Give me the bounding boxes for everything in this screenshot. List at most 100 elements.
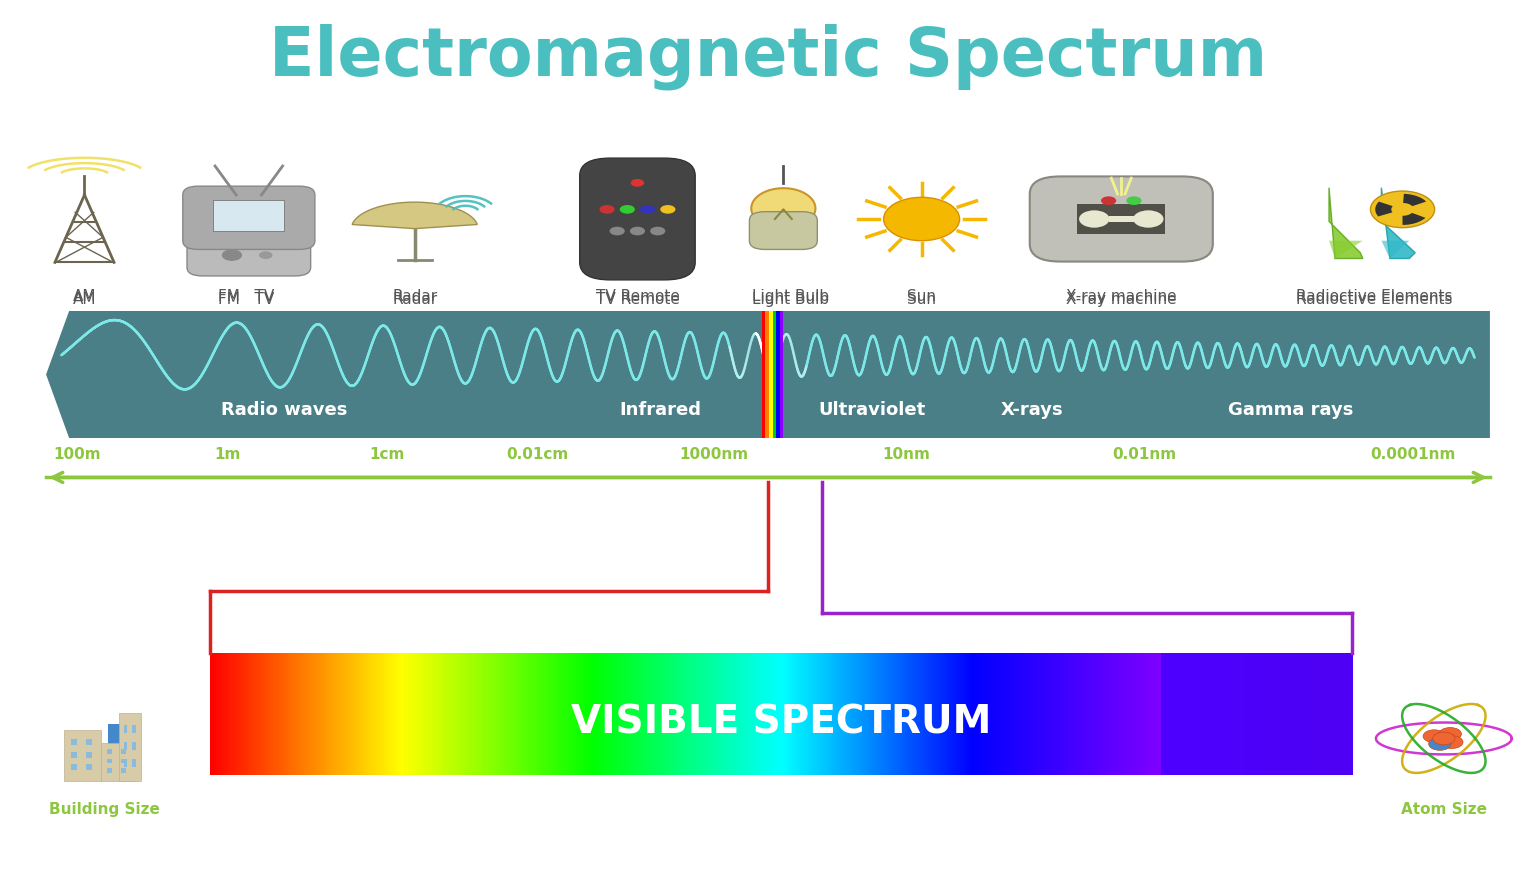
Bar: [808, 653, 811, 775]
Bar: [387, 653, 390, 775]
Bar: [1310, 653, 1313, 775]
Bar: [1112, 653, 1115, 775]
Circle shape: [1439, 728, 1461, 740]
Text: Gamma rays: Gamma rays: [1227, 401, 1353, 419]
Bar: [86, 752, 92, 758]
Bar: [519, 653, 522, 775]
Bar: [346, 653, 349, 775]
Bar: [776, 653, 779, 775]
Bar: [1009, 653, 1012, 775]
Bar: [628, 653, 631, 775]
Bar: [1106, 653, 1109, 775]
Bar: [505, 653, 508, 775]
Bar: [541, 653, 545, 775]
Bar: [1097, 653, 1100, 775]
Text: Infrared: Infrared: [619, 401, 702, 419]
Bar: [301, 653, 304, 775]
Bar: [355, 653, 358, 775]
Bar: [713, 653, 716, 775]
Bar: [419, 653, 422, 775]
Bar: [937, 653, 940, 775]
Bar: [379, 653, 382, 775]
Bar: [1243, 653, 1246, 775]
Bar: [680, 653, 684, 775]
Bar: [1051, 653, 1054, 775]
Bar: [574, 653, 578, 775]
Bar: [650, 653, 653, 775]
Circle shape: [221, 250, 243, 261]
Bar: [1273, 653, 1276, 775]
Bar: [488, 653, 492, 775]
Bar: [974, 653, 977, 775]
Bar: [776, 311, 780, 438]
Bar: [594, 653, 598, 775]
Bar: [86, 765, 92, 770]
Bar: [553, 653, 556, 775]
Bar: [237, 653, 240, 775]
Bar: [1155, 653, 1158, 775]
Polygon shape: [751, 188, 816, 229]
Bar: [1207, 653, 1210, 775]
Bar: [1319, 653, 1322, 775]
Bar: [607, 653, 610, 775]
Bar: [1233, 653, 1236, 775]
Bar: [1163, 653, 1166, 775]
Bar: [120, 713, 141, 781]
Bar: [1250, 653, 1253, 775]
Bar: [332, 653, 335, 775]
Bar: [369, 653, 372, 775]
Circle shape: [610, 227, 625, 236]
Bar: [770, 653, 773, 775]
Bar: [1120, 653, 1123, 775]
Bar: [241, 653, 244, 775]
Bar: [123, 759, 127, 767]
Bar: [1203, 653, 1206, 775]
Bar: [822, 653, 825, 775]
Bar: [412, 653, 415, 775]
Bar: [1035, 653, 1038, 775]
Bar: [356, 653, 359, 775]
Bar: [1170, 653, 1174, 775]
Bar: [1095, 653, 1098, 775]
Bar: [1303, 653, 1306, 775]
Bar: [1087, 653, 1091, 775]
Bar: [601, 653, 604, 775]
Bar: [719, 653, 722, 775]
Bar: [1330, 653, 1333, 775]
Bar: [1183, 653, 1186, 775]
Bar: [723, 653, 727, 775]
Bar: [359, 653, 362, 775]
Bar: [547, 653, 550, 775]
Bar: [123, 742, 127, 750]
Bar: [516, 653, 519, 775]
Bar: [846, 653, 849, 775]
Bar: [508, 653, 511, 775]
Bar: [1192, 653, 1195, 775]
Bar: [931, 653, 934, 775]
Bar: [1335, 653, 1338, 775]
Text: TV Remote: TV Remote: [596, 292, 679, 307]
Bar: [654, 653, 657, 775]
Circle shape: [260, 251, 272, 259]
Bar: [1235, 653, 1238, 775]
Bar: [1289, 653, 1292, 775]
Bar: [912, 653, 915, 775]
Bar: [894, 653, 897, 775]
Bar: [538, 653, 541, 775]
Bar: [982, 653, 985, 775]
Bar: [214, 200, 284, 231]
Bar: [482, 653, 485, 775]
Bar: [344, 653, 347, 775]
Text: Radioctive Elements: Radioctive Elements: [1296, 292, 1453, 307]
Bar: [250, 653, 253, 775]
Bar: [906, 653, 909, 775]
Bar: [364, 653, 367, 775]
Bar: [101, 743, 134, 781]
Bar: [333, 653, 338, 775]
Bar: [556, 653, 559, 775]
Bar: [1154, 653, 1157, 775]
Bar: [108, 768, 112, 773]
Bar: [888, 653, 891, 775]
Bar: [273, 653, 276, 775]
Bar: [290, 653, 293, 775]
